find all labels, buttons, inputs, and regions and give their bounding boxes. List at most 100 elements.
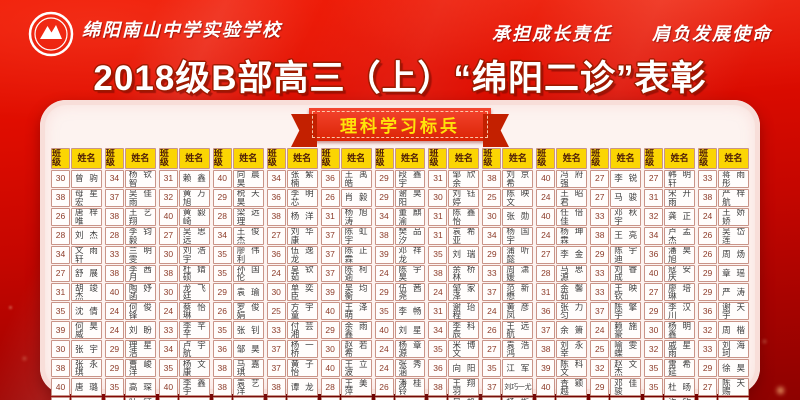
table-row: 24 陈宇昊 xyxy=(374,264,426,283)
table-row: 38 王亮 xyxy=(590,226,642,245)
table-row: 29 袁瑜 xyxy=(212,283,264,302)
name-cell: 查颖越 xyxy=(556,378,588,397)
class-cell: 29 xyxy=(158,397,178,400)
table-column-12: 班级 姓名 27 韩明轩 31 宋开雨 32 龚正 34 卢孟杰 36 潘昊旭 40 寇安庆 27 廖培琳 29… xyxy=(644,148,696,400)
name-cell: 郑钦 xyxy=(178,397,210,400)
name-cell: 马骏 xyxy=(610,188,642,207)
name-cell: 袁希亚 xyxy=(448,226,480,245)
table-row: 31 宋开雨 xyxy=(644,188,696,207)
class-cell: 26 xyxy=(698,245,718,264)
class-cell: 35 xyxy=(428,245,448,264)
table-row: 24 杨坤霖 xyxy=(536,226,588,245)
name-cell: 卢宇航 xyxy=(178,340,210,359)
table-column-8: 班级 姓名 31 邹欣余 30 刘钰婷 31 陈鑫怡 31 袁希亚 35 刘瑞 38 余桥林 24 邹家泽 31… xyxy=(428,148,480,400)
table-row: 34 卢宇航 xyxy=(158,340,210,359)
class-cell: 28 xyxy=(320,378,340,397)
name-cell: 杨文康 xyxy=(178,359,210,378)
table-row: 31 余馨茹 xyxy=(536,283,588,302)
name-cell: 喻雯蝶 xyxy=(610,340,642,359)
name-cell: 杨彪 xyxy=(718,397,749,400)
name-cell: 王远航 xyxy=(502,321,534,340)
table-row: 24 杨章源 xyxy=(374,340,426,359)
name-cell: 阿木克热 xyxy=(71,397,102,400)
table-row: 38 刘京希 xyxy=(482,169,534,188)
class-cell: 40 xyxy=(158,207,178,226)
table-row: 28 王美萍 xyxy=(320,378,372,397)
class-cell: 34 xyxy=(644,226,664,245)
name-header: 姓名 xyxy=(286,148,318,169)
class-cell: 24 xyxy=(374,340,394,359)
school-name: 绵阳南山中学实验学校 xyxy=(82,20,282,40)
class-cell: 38 xyxy=(212,378,232,397)
table-row: 34 杨国宇 xyxy=(482,226,534,245)
class-cell: 30 xyxy=(158,283,178,302)
name-cell: 杨一桥 xyxy=(286,340,318,359)
class-cell: 38 xyxy=(428,378,448,397)
table-row: 26 王远航 xyxy=(482,321,534,340)
class-cell: 37 xyxy=(104,188,124,207)
name-cell: 戚星雨 xyxy=(664,340,696,359)
table-row: 34 李科辰 xyxy=(428,321,480,340)
table-row: 31 赖鑫 xyxy=(158,169,210,188)
name-cell: 余桥林 xyxy=(448,264,480,283)
table-row: 27 马骏 xyxy=(590,188,642,207)
name-cell: 杨钦智 xyxy=(124,169,156,188)
class-cell: 36 xyxy=(320,169,340,188)
name-cell: 江军 xyxy=(502,359,534,378)
class-cell: 37 xyxy=(536,321,556,340)
table-row: 40 王立波 xyxy=(320,359,372,378)
class-cell: 35 xyxy=(428,340,448,359)
table-row: 27冯锐 xyxy=(374,397,426,400)
class-cell: 35 xyxy=(212,245,232,264)
class-cell: 38 xyxy=(266,207,286,226)
table-row: 35 孙国伦 xyxy=(212,264,264,283)
table-row: 29 理星浩 xyxy=(104,340,156,359)
class-cell: 38 xyxy=(212,359,232,378)
name-cell: 税天昊 xyxy=(232,188,264,207)
class-cell: 30 xyxy=(482,207,502,226)
name-header: 姓名 xyxy=(664,148,696,169)
class-cell: 29 xyxy=(374,283,394,302)
table-row: 40 王泽萌 xyxy=(320,302,372,321)
class-cell: 39 xyxy=(320,283,340,302)
class-cell: 30 xyxy=(51,340,70,359)
class-cell: 24 xyxy=(698,207,718,226)
name-cell: 李鑫宇 xyxy=(178,378,210,397)
class-cell: 24 xyxy=(266,264,286,283)
name-cell: 杜婧硕 xyxy=(178,264,210,283)
name-cell: 罗俊娟 xyxy=(232,302,264,321)
award-board: 理科学习标兵 班级 姓名 30 曾驹 38 母星宏 26 唐梓唯 28 刘杰 34 文雨轩 27 舒展 31… xyxy=(40,100,760,400)
class-cell: 36 xyxy=(698,302,718,321)
table-row: 29郑钦 xyxy=(158,397,210,400)
table-row: 40 李鑫宇 xyxy=(158,378,210,397)
class-cell: 40 xyxy=(320,302,340,321)
class-cell: 35 xyxy=(374,302,394,321)
name-cell: 刘灿 xyxy=(556,397,588,400)
name-cell: 余馨茹 xyxy=(556,283,588,302)
class-cell: 24 xyxy=(104,321,124,340)
class-cell: 40 xyxy=(536,378,556,397)
table-row: 26王硕 xyxy=(266,397,318,400)
class-cell: 36 xyxy=(212,340,232,359)
class-cell: 27 xyxy=(266,226,286,245)
name-cell: 王昭君 xyxy=(556,188,588,207)
class-cell: 38 xyxy=(266,378,286,397)
class-cell: 27 xyxy=(374,397,394,400)
name-cell: 伍逸龙 xyxy=(286,245,318,264)
class-cell: 24 xyxy=(158,302,178,321)
table-row: 36 邹昊 xyxy=(212,340,264,359)
name-cell: 陈映文 xyxy=(502,188,534,207)
class-cell: 24 xyxy=(104,302,124,321)
class-cell: 27 xyxy=(644,169,664,188)
table-header-row: 班级 姓名 xyxy=(320,148,372,169)
name-cell: 邹家泽 xyxy=(448,283,480,302)
table-row: 29 徐昊 xyxy=(698,359,749,378)
table-row: 26 肖毅 xyxy=(320,188,372,207)
name-cell: 刘浩宇 xyxy=(178,245,210,264)
name-header: 姓名 xyxy=(124,148,156,169)
table-column-1: 班级 姓名 30 曾驹 38 母星宏 26 唐梓唯 28 刘杰 34 文雨轩 27 舒展 31 胡竣杰 35 沈倩… xyxy=(51,148,102,400)
class-cell: 40 xyxy=(104,283,124,302)
table-row: 35罗丹 xyxy=(320,397,372,400)
table-row: 25 陈映文 xyxy=(482,188,534,207)
